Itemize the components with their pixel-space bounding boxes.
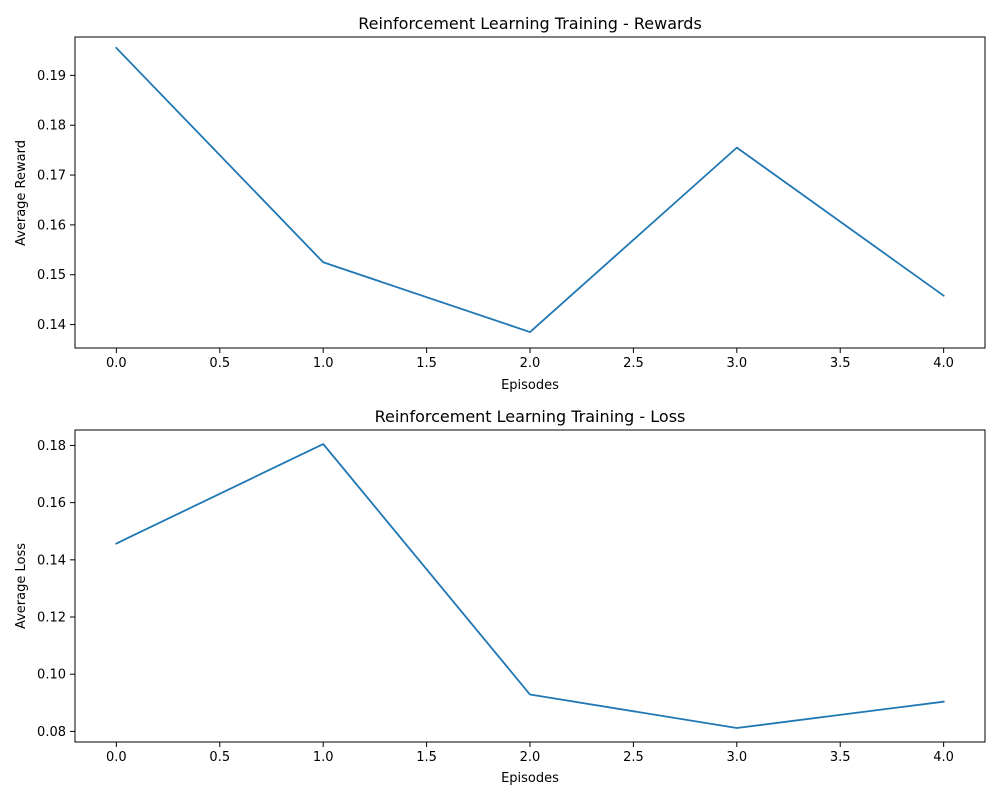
rewards-x-tick-label: 2.0	[520, 356, 541, 371]
loss-x-tick-label: 1.0	[313, 750, 334, 765]
loss-x-tick-label: 0.5	[209, 750, 230, 765]
loss-x-tick-label: 0.0	[106, 750, 127, 765]
rewards-x-tick-label: 2.5	[623, 356, 644, 371]
loss-x-tick-label: 3.0	[726, 750, 747, 765]
rewards-x-tick-label: 4.0	[933, 356, 954, 371]
rewards-chart-title: Reinforcement Learning Training - Reward…	[358, 14, 702, 33]
loss-chart-title: Reinforcement Learning Training - Loss	[375, 407, 686, 426]
rewards-x-tick-label: 1.0	[313, 356, 334, 371]
rewards-series-line	[115, 46, 945, 333]
loss-y-tick-label: 0.18	[37, 439, 66, 454]
loss-x-tick-label: 3.5	[830, 750, 851, 765]
loss-x-tick-label: 2.5	[623, 750, 644, 765]
loss-y-tick-label: 0.14	[37, 553, 66, 568]
rewards-x-axis-label: Episodes	[501, 378, 559, 393]
rewards-x-tick-label: 3.0	[726, 356, 747, 371]
loss-x-tick-label: 2.0	[520, 750, 541, 765]
rewards-subplot: Reinforcement Learning Training - Reward…	[14, 14, 986, 393]
rewards-y-tick-label: 0.19	[37, 69, 66, 84]
rewards-y-tick-label: 0.16	[37, 218, 66, 233]
loss-series-line	[115, 443, 945, 729]
rewards-y-tick-label: 0.18	[37, 119, 66, 134]
loss-y-tick-label: 0.10	[37, 668, 66, 683]
loss-subplot: Reinforcement Learning Training - Loss 0…	[14, 407, 986, 786]
loss-y-tick-label: 0.12	[37, 611, 66, 626]
rewards-y-tick-label: 0.17	[37, 169, 66, 184]
loss-x-tick-label: 4.0	[933, 750, 954, 765]
rewards-x-tick-label: 0.5	[209, 356, 230, 371]
rewards-y-axis-label: Average Reward	[14, 140, 29, 246]
loss-y-axis-label: Average Loss	[14, 543, 29, 629]
rewards-x-tick-label: 1.5	[416, 356, 437, 371]
rewards-plot-area: 0.0 0.5 1.0 1.5 2.0 2.5 3.0 3.5 4.0 0.14 0.15 0.16 0…	[37, 36, 986, 371]
loss-x-tick-label: 1.5	[416, 750, 437, 765]
rewards-y-tick-label: 0.14	[37, 318, 66, 333]
loss-y-tick-label: 0.16	[37, 496, 66, 511]
loss-plot-area: 0.0 0.5 1.0 1.5 2.0 2.5 3.0 3.5 4.0 0.08 0.10 0.12 0…	[37, 429, 986, 765]
rewards-x-tick-label: 3.5	[830, 356, 851, 371]
loss-y-tick-label: 0.08	[37, 725, 66, 740]
rewards-y-tick-label: 0.15	[37, 268, 66, 283]
loss-axes-frame	[74, 429, 986, 743]
rewards-x-tick-label: 0.0	[106, 356, 127, 371]
rewards-axes-frame	[74, 36, 986, 349]
loss-x-axis-label: Episodes	[501, 771, 559, 786]
